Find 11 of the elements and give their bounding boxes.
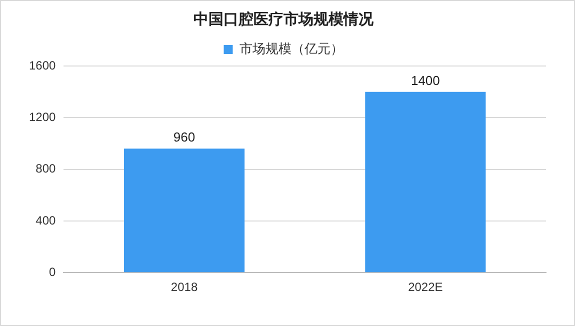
data-label: 1400 [410,72,440,88]
y-tick-label: 0 [49,264,56,279]
legend-label: 市场规模（亿元） [239,42,344,57]
y-tick-label: 400 [36,213,56,228]
y-tick-label: 1600 [28,58,56,72]
y-tick-label: 800 [36,162,56,176]
y-tick-label: 1200 [28,110,56,124]
x-tick-label: 2018 [170,280,198,294]
chart-title: 中国口腔医疗市场规模情况 [194,10,374,28]
x-tick-label: 2022E [408,280,443,294]
data-label: 960 [173,130,196,145]
